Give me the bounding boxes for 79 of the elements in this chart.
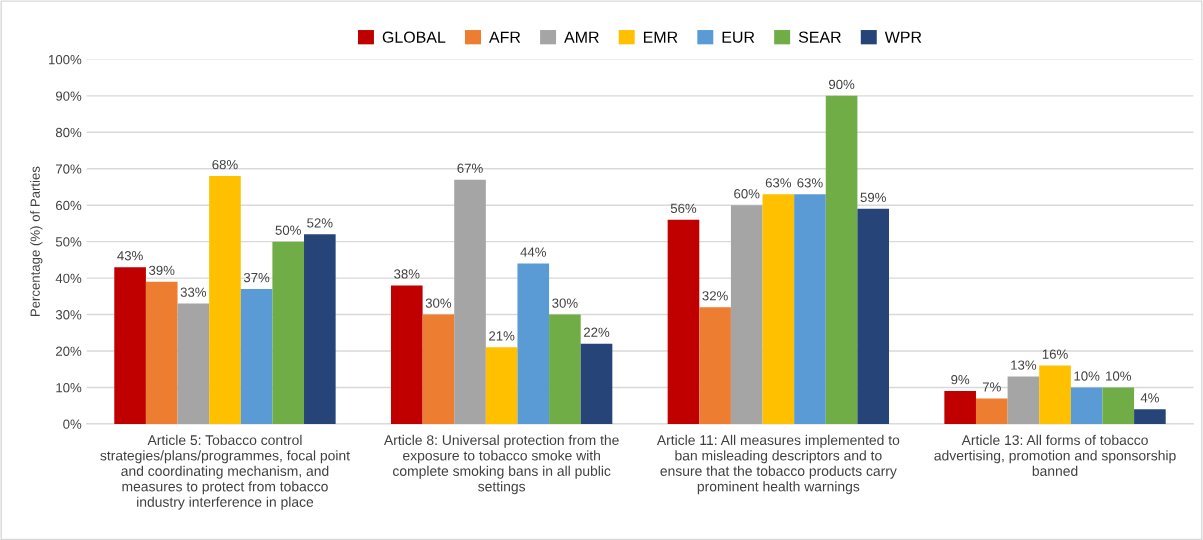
data-label: 68% (212, 159, 238, 170)
data-label: 90% (829, 79, 855, 90)
y-tick-label: 10% (56, 383, 82, 393)
bar (485, 347, 518, 424)
data-label: 67% (457, 163, 483, 173)
data-label: 10% (1074, 371, 1100, 381)
bar (390, 285, 423, 424)
bar (517, 263, 550, 424)
data-label: 52% (307, 218, 333, 228)
data-label: 32% (702, 291, 728, 301)
bar (794, 194, 826, 424)
data-label: 44% (520, 247, 547, 257)
bar (944, 391, 976, 424)
bar (304, 234, 336, 424)
bar (699, 307, 731, 424)
bar (209, 176, 241, 424)
x-tick-label: Article 8: Universal protection from the exposure to tobacco smoke with complete smoking bans in all public settings (383, 434, 619, 495)
y-tick-label: 80% (55, 127, 82, 138)
y-tick-label: 70% (56, 164, 82, 174)
x-tick-label: Article 5: Tobacco control strategies/plans/programmes, focal point and coordinating mechanism, and measures to protect from tobacco industry interference in place (100, 434, 350, 510)
legend-label: SEAR (798, 31, 841, 43)
legend-label: EUR (722, 31, 755, 43)
data-label: 59% (860, 192, 886, 203)
bar (422, 314, 455, 424)
y-tick-label: 50% (55, 237, 82, 247)
data-label: 22% (583, 327, 610, 337)
data-label: 43% (117, 251, 143, 261)
bar (1039, 365, 1071, 424)
bar (762, 194, 795, 424)
bar (145, 281, 178, 424)
legend-label: AMR (564, 31, 599, 43)
bar (1070, 387, 1103, 424)
y-tick-label: 20% (56, 346, 82, 356)
y-axis-title: Percentage (%) of Parties (30, 166, 43, 317)
y-tick-label: 90% (55, 91, 82, 101)
bar (454, 179, 486, 424)
data-label: 33% (180, 287, 207, 297)
bar (240, 289, 273, 424)
bar (825, 95, 858, 424)
data-label: 10% (1106, 371, 1132, 381)
data-label: 39% (149, 265, 175, 275)
data-label: 37% (243, 272, 270, 283)
bar (1134, 409, 1166, 424)
y-tick-label: 0% (63, 419, 82, 429)
y-tick-label: 40% (55, 273, 82, 284)
x-tick-label: Article 11: All measures implemented to ban misleading descriptors and to ensure that the tobacco products carry prominent health warnings (656, 434, 900, 495)
y-tick-label: 30% (55, 310, 82, 320)
legend-label: AFR (489, 31, 521, 43)
data-label: 63% (765, 178, 792, 188)
bar (549, 314, 581, 424)
bar (730, 205, 763, 424)
legend-label: WPR (884, 31, 922, 43)
y-tick-label: 60% (56, 200, 82, 211)
data-label: 7% (982, 382, 1001, 392)
bar (857, 208, 890, 424)
data-label: 63% (797, 178, 823, 188)
bar (580, 343, 613, 424)
bar (114, 267, 146, 424)
data-label: 60% (734, 189, 760, 199)
data-label: 30% (552, 298, 578, 308)
bar (177, 303, 210, 424)
data-label: 56% (670, 203, 697, 214)
data-label: 21% (489, 331, 515, 341)
data-label: 30% (425, 298, 452, 308)
bar (272, 241, 305, 424)
bar (975, 398, 1008, 424)
y-tick-label: 100% (49, 54, 82, 65)
data-label: 13% (1011, 360, 1037, 370)
bar (1102, 387, 1135, 424)
data-label: 50% (275, 225, 301, 235)
bar (1007, 376, 1040, 424)
data-label: 9% (951, 374, 970, 385)
x-tick-label: Article 13: All forms of tobacco advertising, promotion and sponsorship banned (934, 434, 1176, 476)
legend-label: EMR (643, 31, 678, 43)
legend-label: GLOBAL (382, 31, 446, 43)
data-label: 16% (1042, 349, 1068, 359)
data-label: 4% (1140, 393, 1159, 403)
data-label: 38% (394, 269, 420, 279)
bar (667, 219, 700, 424)
